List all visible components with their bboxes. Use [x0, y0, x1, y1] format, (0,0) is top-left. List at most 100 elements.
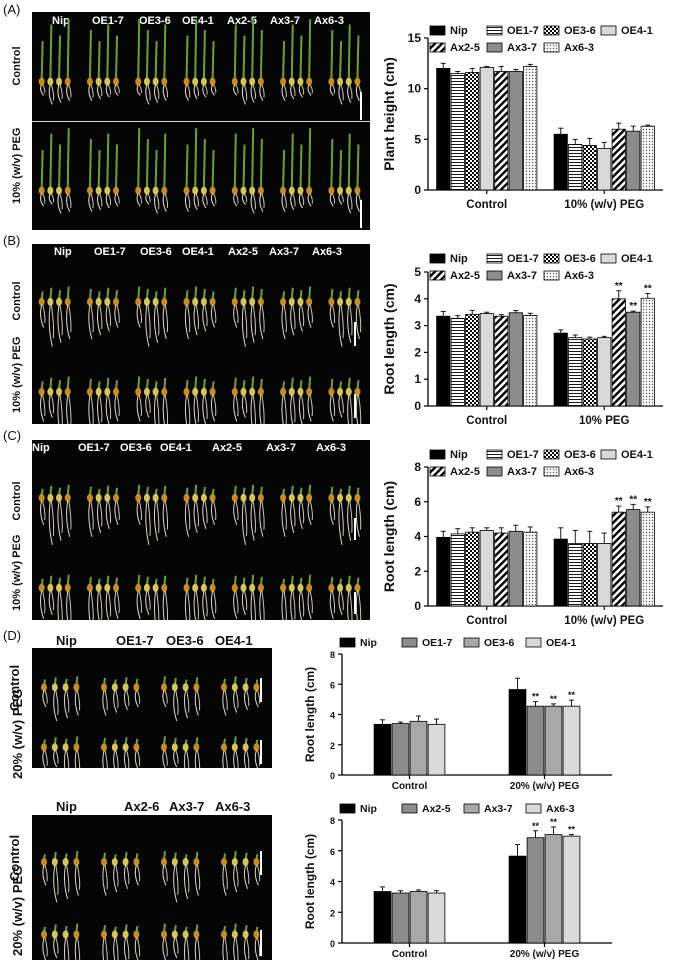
legend-swatch	[525, 803, 542, 814]
significance-label: **	[615, 281, 623, 292]
root	[90, 394, 94, 424]
seed	[182, 857, 189, 866]
root	[134, 937, 139, 960]
seedling-leaf	[339, 150, 343, 189]
seedling-leaf	[106, 287, 110, 300]
root	[261, 590, 265, 620]
root	[126, 690, 130, 706]
bar	[436, 315, 451, 407]
root	[53, 750, 58, 768]
root	[48, 590, 53, 615]
root	[138, 500, 142, 521]
seed	[143, 297, 150, 306]
root	[300, 394, 305, 420]
root-length-chart-d-top: Nip OE1-7 OE3-6 OE4-1 0 2 4 6 8 Root length (cm) C…	[303, 637, 612, 792]
seed	[95, 583, 102, 592]
root	[349, 84, 353, 100]
legend-label: OE3-6	[564, 253, 596, 265]
seedling-leaf	[194, 286, 198, 300]
root	[204, 304, 208, 327]
significance-label: **	[568, 825, 576, 835]
root	[107, 193, 112, 206]
root	[50, 500, 55, 537]
seed	[183, 186, 190, 195]
seed	[47, 583, 54, 592]
seed	[249, 297, 256, 306]
bar	[526, 705, 545, 776]
seed	[152, 493, 159, 502]
seed	[122, 683, 129, 692]
root	[183, 864, 189, 900]
seedling-leaf	[49, 377, 53, 390]
seed	[231, 583, 238, 592]
photo-panel-d-top	[32, 648, 272, 768]
seedling-leaf	[330, 30, 334, 80]
seed	[253, 930, 260, 939]
y-tick-label: 0	[414, 599, 421, 613]
bar	[562, 835, 581, 944]
root	[250, 304, 255, 343]
seed	[200, 297, 207, 306]
seed	[135, 297, 142, 306]
seedlings-illustration	[38, 19, 362, 214]
legend-swatch	[543, 270, 560, 281]
seed	[152, 186, 159, 195]
seed	[280, 387, 287, 396]
root	[57, 84, 62, 103]
root	[76, 750, 81, 768]
root	[259, 193, 264, 212]
seed	[306, 77, 313, 86]
seed	[193, 930, 200, 939]
root	[309, 84, 313, 94]
root	[187, 84, 191, 98]
seed	[51, 683, 58, 692]
seed	[280, 493, 287, 502]
root	[113, 864, 118, 893]
root	[184, 304, 189, 340]
root	[162, 500, 167, 537]
seed	[86, 387, 93, 396]
root	[153, 394, 157, 424]
root	[116, 500, 120, 521]
root	[213, 500, 217, 521]
root	[105, 590, 110, 620]
photo-panel-b: Nip OE1-7 OE3-6 OE4-1 Ax2-5 Ax3-7 Ax6-3	[32, 244, 370, 424]
root	[114, 304, 119, 328]
root	[68, 500, 72, 530]
y-tick-label: 15	[408, 31, 422, 45]
bar	[508, 530, 523, 607]
x-category-label: 10% (w/v) PEG	[564, 199, 644, 211]
root	[99, 193, 103, 207]
legend-swatch	[600, 253, 617, 264]
root	[50, 84, 55, 101]
y-tick-label: 4	[330, 878, 335, 888]
seed	[104, 583, 111, 592]
root	[183, 937, 187, 960]
legend-swatch	[486, 253, 503, 264]
root	[97, 84, 102, 100]
root	[74, 937, 77, 960]
seed	[183, 77, 190, 86]
seedling-leaf	[330, 139, 334, 189]
bar	[479, 530, 494, 607]
root	[194, 750, 197, 768]
root	[210, 500, 216, 525]
seed	[328, 186, 335, 195]
photo-divider	[32, 121, 370, 122]
root	[307, 84, 312, 96]
root	[173, 690, 178, 722]
root	[173, 937, 178, 959]
root	[292, 193, 296, 207]
root	[90, 500, 94, 530]
seed	[280, 77, 287, 86]
root	[126, 937, 130, 960]
seed	[135, 186, 142, 195]
genotype-label: Nip	[54, 246, 72, 258]
legend-swatch	[486, 42, 503, 53]
root	[44, 937, 48, 957]
root	[202, 590, 206, 620]
root	[173, 864, 178, 903]
seed	[143, 77, 150, 86]
root	[347, 500, 352, 541]
root	[355, 304, 360, 340]
